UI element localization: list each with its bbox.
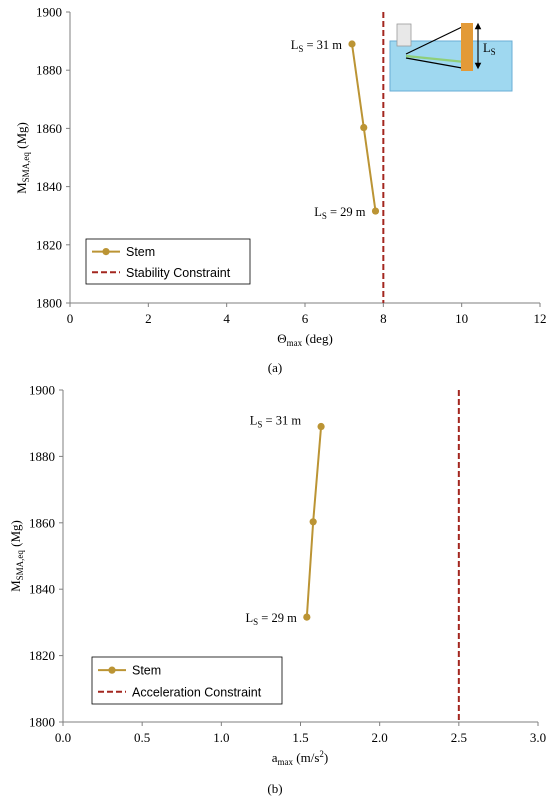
chart-a-y-axis-title: MSMA,eq (Mg) bbox=[14, 122, 31, 194]
chart-b-data-point bbox=[309, 518, 317, 526]
chart-b-legend-stem-marker bbox=[108, 666, 116, 674]
chart-b-y-tick-label: 1900 bbox=[29, 383, 55, 398]
chart-b-x-tick-label: 0.0 bbox=[55, 730, 71, 745]
chart-b-axes: 1800 1820 1840 1860 1880 1900 0.0 0.5 1.0 1.5 2.0 2… bbox=[8, 383, 546, 768]
chart-b-legend-box bbox=[91, 656, 283, 705]
chart-b-x-tick-label: 1.5 bbox=[292, 730, 308, 745]
chart-b-point-annotation: LS = 31 m bbox=[250, 414, 302, 430]
chart-b-legend-constraint-label: Acceleration Constraint bbox=[132, 685, 262, 699]
chart-panel-a: 1800 1820 1840 1860 1880 1900 0 2 4 6 8 10 12 MSMA,eq… bbox=[14, 5, 547, 376]
chart-b-y-axis-title: MSMA,eq (Mg) bbox=[8, 520, 25, 592]
inset-spar-icon bbox=[461, 23, 473, 71]
chart-b-x-tick-label: 3.0 bbox=[530, 730, 546, 745]
chart-b-data-point bbox=[303, 613, 311, 621]
chart-b-y-tick-label: 1860 bbox=[29, 515, 55, 530]
chart-a-x-tick-label: 10 bbox=[455, 311, 468, 326]
chart-b-legend-stem-label: Stem bbox=[132, 664, 161, 678]
chart-a-y-tick-label: 1880 bbox=[36, 63, 62, 78]
chart-a-legend-stem-label: Stem bbox=[126, 245, 155, 259]
chart-a-x-tick-label: 2 bbox=[145, 311, 152, 326]
chart-a-x-tick-label: 12 bbox=[534, 311, 547, 326]
chart-b-x-tick-label: 2.5 bbox=[451, 730, 467, 745]
inset-mooring-green bbox=[405, 54, 466, 64]
chart-a-x-tick-label: 4 bbox=[223, 311, 230, 326]
chart-a-legend-box bbox=[85, 238, 251, 285]
chart-a-point-annotation: LS = 29 m bbox=[314, 205, 366, 221]
inset-tower-icon bbox=[396, 23, 412, 47]
chart-a-legend: Stem Stability Constraint bbox=[85, 238, 251, 285]
chart-a-data-point bbox=[371, 207, 380, 215]
chart-b-x-tick-label: 0.5 bbox=[134, 730, 150, 745]
chart-a-legend-stem-marker bbox=[102, 248, 110, 256]
chart-b-point-annotation: LS = 29 m bbox=[246, 611, 298, 627]
inset-diagram: LS bbox=[389, 22, 513, 92]
chart-b-x-tick-label: 1.0 bbox=[213, 730, 229, 745]
chart-a-y-tick-label: 1860 bbox=[36, 121, 62, 136]
chart-b-y-tick-label: 1820 bbox=[29, 648, 55, 663]
inset-length-label: LS bbox=[483, 41, 496, 57]
chart-a-y-tick-label: 1800 bbox=[36, 296, 62, 311]
chart-a-marks: LS = 31 m LS = 29 m bbox=[291, 12, 385, 303]
chart-a-legend-constraint-label: Stability Constraint bbox=[126, 266, 231, 280]
chart-panel-b: 1800 1820 1840 1860 1880 1900 0.0 0.5 1.0 1.5 2.0 2… bbox=[8, 383, 546, 797]
chart-a-x-tick-label: 8 bbox=[380, 311, 387, 326]
chart-a-data-point bbox=[360, 123, 368, 132]
chart-b-y-tick-label: 1880 bbox=[29, 449, 55, 464]
inset-mooring-upper bbox=[405, 26, 463, 55]
chart-a-axes: 1800 1820 1840 1860 1880 1900 0 2 4 6 8 10 12 MSMA,eq… bbox=[14, 5, 547, 349]
chart-b-y-tick-label: 1840 bbox=[29, 582, 55, 597]
chart-a-y-tick-label: 1900 bbox=[36, 5, 62, 20]
chart-a-x-tick-label: 6 bbox=[302, 311, 309, 326]
chart-b-legend: Stem Acceleration Constraint bbox=[91, 656, 283, 705]
inset-mooring-lower bbox=[405, 57, 463, 69]
chart-a-caption: (a) bbox=[268, 360, 282, 375]
chart-a-y-tick-label: 1820 bbox=[36, 237, 62, 252]
chart-a-point-annotation: LS = 31 m bbox=[291, 38, 343, 54]
chart-a-x-tick-label: 0 bbox=[67, 311, 74, 326]
chart-a-data-point bbox=[348, 40, 356, 48]
chart-b-x-axis-title: amax (m/s2) bbox=[272, 749, 329, 767]
chart-b-x-tick-label: 2.0 bbox=[372, 730, 388, 745]
chart-b-data-point bbox=[317, 422, 325, 431]
chart-b-marks: LS = 31 m LS = 29 m bbox=[246, 390, 460, 722]
chart-b-caption: (b) bbox=[267, 781, 282, 796]
chart-a-y-tick-label: 1840 bbox=[36, 179, 62, 194]
chart-a-x-axis-title: Θmax (deg) bbox=[277, 331, 333, 348]
chart-b-y-tick-label: 1800 bbox=[29, 715, 55, 730]
